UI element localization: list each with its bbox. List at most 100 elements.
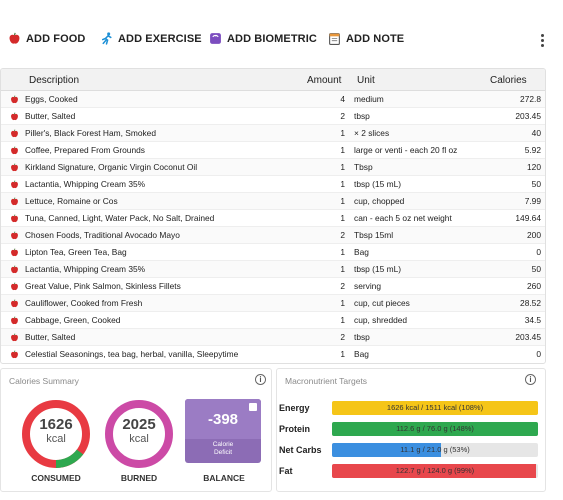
food-amount: 1 [340, 264, 345, 274]
macro-value-text: 1626 kcal / 1511 kcal (108%) [386, 403, 484, 412]
add-note-label: ADD NOTE [346, 32, 405, 45]
food-unit: cup, chopped [354, 196, 405, 206]
table-row[interactable]: Butter, Salted 2 tbsp 203.45 [1, 108, 545, 125]
table-row[interactable]: Cauliflower, Cooked from Fresh 1 cup, cut … [1, 295, 545, 312]
table-row[interactable]: Coffee, Prepared From Grounds 1 large or v… [1, 142, 545, 159]
food-description: Piller's, Black Forest Ham, Smoked [25, 128, 156, 138]
apple-icon [11, 112, 18, 121]
apple-icon [11, 197, 18, 206]
food-unit: Tbsp [354, 162, 373, 172]
info-icon[interactable]: i [255, 374, 266, 385]
macro-label: Fat [279, 466, 293, 476]
table-row[interactable]: Lactantia, Whipping Cream 35% 1 tbsp (15 m… [1, 176, 545, 193]
macro-value-text: 122.7 g / 124.0 g (99%) [395, 466, 475, 475]
apple-icon [11, 163, 18, 172]
macro-bar: 11.1 g / 21.0 g (53%) [332, 443, 538, 457]
food-description: Cabbage, Green, Cooked [25, 315, 121, 325]
more-options-icon[interactable] [538, 34, 546, 50]
food-calories: 200 [527, 230, 541, 240]
food-unit: Bag [354, 247, 369, 257]
food-amount: 2 [340, 332, 345, 342]
food-amount: 1 [340, 196, 345, 206]
food-unit: × 2 slices [354, 128, 390, 138]
header-calories[interactable]: Calories [490, 75, 527, 86]
macro-bar-fill [332, 443, 442, 457]
note-icon [329, 33, 340, 45]
table-body: Eggs, Cooked 4 medium 272.8 Butter, Salted 2 t… [1, 91, 545, 363]
burned-value: 2025 [122, 416, 156, 433]
food-amount: 1 [340, 179, 345, 189]
food-description: Tuna, Canned, Light, Water Pack, No Salt… [25, 213, 215, 223]
macro-row: Fat 122.7 g / 124.0 g (99%) [279, 464, 541, 478]
food-calories: 0 [536, 349, 541, 359]
food-description: Eggs, Cooked [25, 94, 78, 104]
food-description: Lettuce, Romaine or Cos [25, 196, 118, 206]
food-description: Coffee, Prepared From Grounds [25, 145, 145, 155]
food-description: Celestial Seasonings, tea bag, herbal, v… [25, 349, 239, 359]
food-amount: 1 [340, 128, 345, 138]
header-description[interactable]: Description [29, 75, 80, 86]
macro-bar-fill [332, 401, 538, 415]
table-row[interactable]: Lactantia, Whipping Cream 35% 1 tbsp (15 m… [1, 261, 545, 278]
food-description: Chosen Foods, Traditional Avocado Mayo [25, 230, 180, 240]
table-row[interactable]: Butter, Salted 2 tbsp 203.45 [1, 329, 545, 346]
calories-summary-title: Calories Summary [9, 376, 79, 386]
table-row[interactable]: Eggs, Cooked 4 medium 272.8 [1, 91, 545, 108]
food-amount: 2 [340, 111, 345, 121]
food-amount: 1 [340, 298, 345, 308]
add-exercise-button[interactable]: ADD EXERCISE [100, 32, 202, 45]
macro-label: Net Carbs [279, 445, 322, 455]
food-amount: 4 [340, 94, 345, 104]
food-description: Lipton Tea, Green Tea, Bag [25, 247, 127, 257]
balance-subtitle: Calorie Deficit [185, 441, 261, 457]
apple-icon [9, 32, 20, 44]
food-unit: medium [354, 94, 384, 104]
apple-icon [11, 248, 18, 257]
macro-label: Protein [279, 424, 311, 434]
add-note-button[interactable]: ADD NOTE [328, 32, 404, 45]
table-row[interactable]: Tuna, Canned, Light, Water Pack, No Salt… [1, 210, 545, 227]
table-row[interactable]: Chosen Foods, Traditional Avocado Mayo 2 T… [1, 227, 545, 244]
table-row[interactable]: Celestial Seasonings, tea bag, herbal, v… [1, 346, 545, 363]
table-row[interactable]: Piller's, Black Forest Ham, Smoked 1 × 2 s… [1, 125, 545, 142]
balance-card: -398 Calorie Deficit [185, 399, 261, 463]
food-amount: 1 [340, 145, 345, 155]
table-row[interactable]: Lipton Tea, Green Tea, Bag 1 Bag 0 [1, 244, 545, 261]
food-description: Great Value, Pink Salmon, Skinless Fille… [25, 281, 181, 291]
apple-icon [11, 95, 18, 104]
food-description: Lactantia, Whipping Cream 35% [25, 179, 146, 189]
macro-bar: 122.7 g / 124.0 g (99%) [332, 464, 538, 478]
apple-icon [11, 129, 18, 138]
balance-sub-line2: Deficit [213, 449, 233, 456]
apple-icon [11, 231, 18, 240]
food-unit: cup, shredded [354, 315, 408, 325]
macro-label: Energy [279, 403, 310, 413]
info-icon[interactable]: i [525, 374, 536, 385]
add-food-button[interactable]: ADD FOOD [8, 32, 85, 45]
table-row[interactable]: Cabbage, Green, Cooked 1 cup, shredded 34.5 [1, 312, 545, 329]
scale-icon [210, 33, 221, 44]
food-amount: 1 [340, 162, 345, 172]
add-biometric-button[interactable]: ADD BIOMETRIC [209, 32, 317, 45]
food-calories: 28.52 [520, 298, 541, 308]
macro-row: Protein 112.6 g / 76.0 g (148%) [279, 422, 541, 436]
consumed-ring-chart [22, 400, 90, 468]
food-unit: Tbsp 15ml [354, 230, 394, 240]
consumed-label: CONSUMED [31, 473, 81, 483]
table-row[interactable]: Lettuce, Romaine or Cos 1 cup, chopped 7.99 [1, 193, 545, 210]
apple-icon [11, 146, 18, 155]
header-unit[interactable]: Unit [357, 75, 375, 86]
consumed-ring: 1626 kcal [21, 399, 91, 469]
apple-icon [11, 333, 18, 342]
header-amount[interactable]: Amount [307, 75, 342, 86]
table-row[interactable]: Great Value, Pink Salmon, Skinless Fille… [1, 278, 545, 295]
apple-icon [11, 316, 18, 325]
apple-icon [11, 299, 18, 308]
macro-bar: 1626 kcal / 1511 kcal (108%) [332, 401, 538, 415]
toolbar: ADD FOOD ADD EXERCISE ADD BIOMETRIC ADD … [0, 0, 563, 64]
macronutrient-title: Macronutrient Targets [285, 376, 368, 386]
table-row[interactable]: Kirkland Signature, Organic Virgin Cocon… [1, 159, 545, 176]
food-calories: 260 [527, 281, 541, 291]
macro-row: Energy 1626 kcal / 1511 kcal (108%) [279, 401, 541, 415]
apple-icon [11, 180, 18, 189]
